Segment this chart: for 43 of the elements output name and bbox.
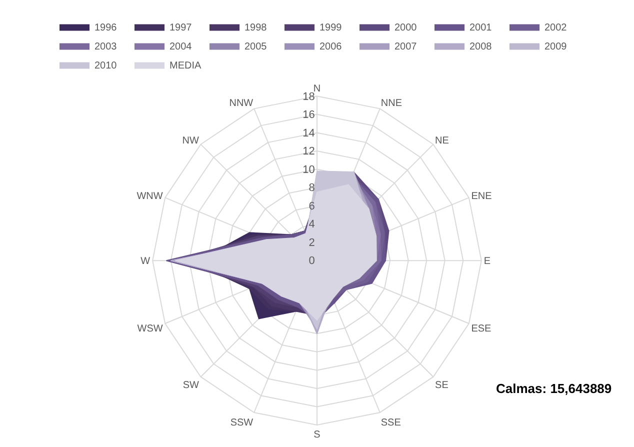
y-tick-label: 2 — [308, 236, 315, 249]
y-tick-label: 12 — [302, 146, 315, 158]
spoke-label: WSW — [137, 324, 164, 335]
legend-label: MEDIA — [170, 60, 202, 72]
spoke-label: ENE — [471, 191, 492, 202]
legend-label: 1998 — [244, 22, 268, 34]
legend-label: 2000 — [394, 22, 418, 34]
spoke-label: SE — [435, 380, 449, 392]
y-tick-label: 0 — [308, 255, 315, 268]
legend-label: 2006 — [320, 42, 342, 53]
spoke-label: ESE — [471, 324, 492, 335]
spoke-label: NW — [182, 136, 200, 147]
y-tick-label: 6 — [308, 200, 315, 212]
y-tick-label: 4 — [308, 218, 315, 231]
legend-label: 2008 — [470, 42, 492, 53]
spoke-label: E — [484, 256, 491, 268]
legend-label: 2010 — [94, 60, 118, 72]
legend-label: 2001 — [470, 22, 492, 34]
spoke-label: N — [313, 84, 321, 95]
spoke-label: SW — [182, 380, 200, 392]
legend-label: 2002 — [544, 22, 568, 34]
legend-label: 2003 — [94, 42, 118, 53]
legend-label: 1999 — [320, 22, 342, 34]
spoke-label: S — [314, 430, 321, 440]
y-tick-label: 10 — [302, 164, 315, 176]
spoke-label: SSE — [380, 417, 402, 428]
legend-label: 1997 — [170, 22, 192, 34]
legend-label: 2004 — [170, 42, 192, 53]
spoke-label: NNE — [380, 98, 402, 109]
text: Calmas: 15,643889 — [496, 381, 612, 396]
y-tick-label: 18 — [302, 90, 315, 103]
spoke-label: NNW — [229, 98, 254, 109]
y-tick-label: 14 — [302, 127, 315, 140]
spoke-label: W — [140, 256, 151, 268]
y-tick-label: 16 — [302, 109, 315, 122]
legend-label: 2007 — [394, 42, 418, 53]
spoke-label: WNW — [136, 191, 164, 202]
legend-label: 1996 — [94, 22, 118, 34]
legend-label: 2005 — [244, 42, 268, 53]
spoke-label: SSW — [230, 417, 254, 428]
spoke-label: NE — [435, 136, 450, 147]
legend-label: 2009 — [544, 42, 568, 53]
y-tick-label: 8 — [308, 182, 315, 194]
